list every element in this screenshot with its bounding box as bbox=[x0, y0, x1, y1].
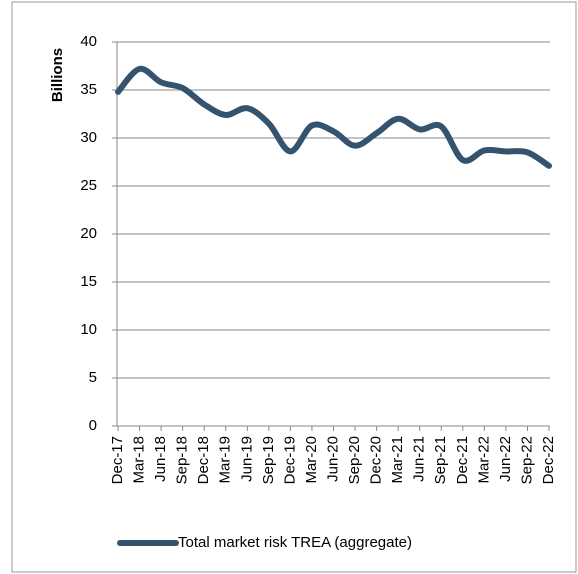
x-tick-label: Dec-20 bbox=[368, 436, 385, 484]
y-tick-label: 40 bbox=[80, 33, 97, 50]
x-tick-label: Jun-19 bbox=[238, 436, 255, 482]
x-tick-label: Sep-20 bbox=[346, 436, 363, 484]
y-tick-label: 35 bbox=[80, 81, 97, 98]
y-tick-label: 25 bbox=[80, 177, 97, 194]
x-tick-label: Dec-18 bbox=[195, 436, 212, 484]
chart-frame bbox=[11, 1, 577, 573]
y-tick-label: 15 bbox=[80, 273, 97, 290]
y-tick-label: 20 bbox=[80, 225, 97, 242]
y-tick-label: 0 bbox=[89, 417, 97, 434]
x-tick-label: Jun-18 bbox=[152, 436, 169, 482]
legend-label: Total market risk TREA (aggregate) bbox=[178, 534, 412, 551]
y-axis-label: Billions bbox=[49, 48, 66, 102]
x-tick-label: Sep-22 bbox=[518, 436, 535, 484]
y-tick-label: 5 bbox=[89, 369, 97, 386]
x-tick-label: Dec-17 bbox=[109, 436, 126, 484]
y-tick-label: 30 bbox=[80, 129, 97, 146]
x-tick-label: Mar-22 bbox=[475, 436, 492, 484]
x-tick-label: Dec-19 bbox=[281, 436, 298, 484]
x-tick-label: Sep-18 bbox=[174, 436, 191, 484]
y-tick-label: 10 bbox=[80, 321, 97, 338]
x-tick-label: Dec-22 bbox=[540, 436, 557, 484]
x-tick-label: Jun-20 bbox=[324, 436, 341, 482]
x-tick-label: Jun-22 bbox=[497, 436, 514, 482]
x-tick-label: Jun-21 bbox=[411, 436, 428, 482]
x-tick-label: Sep-19 bbox=[260, 436, 277, 484]
x-tick-label: Mar-21 bbox=[389, 436, 406, 484]
x-tick-label: Mar-18 bbox=[131, 436, 148, 484]
x-tick-label: Dec-21 bbox=[454, 436, 471, 484]
x-tick-label: Mar-20 bbox=[303, 436, 320, 484]
x-tick-label: Mar-19 bbox=[217, 436, 234, 484]
x-tick-label: Sep-21 bbox=[432, 436, 449, 484]
series-line bbox=[115, 65, 552, 169]
